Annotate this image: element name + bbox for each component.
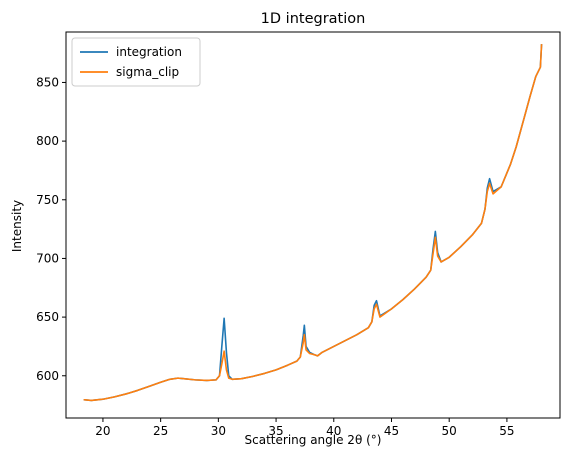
x-tick-label: 50 [442, 424, 457, 438]
y-tick-label: 700 [36, 251, 59, 265]
y-tick-label: 600 [36, 369, 59, 383]
axes-frame [65, 31, 561, 419]
y-tick-label: 800 [36, 134, 59, 148]
chart-title: 1D integration [261, 11, 366, 27]
x-tick-label: 45 [384, 424, 399, 438]
y-tick-label: 850 [36, 75, 59, 89]
x-axis-label: Scattering angle 2θ (°) [245, 433, 382, 447]
x-tick-label: 30 [211, 424, 226, 438]
x-tick-label: 40 [326, 424, 341, 438]
x-tick-label: 20 [95, 424, 110, 438]
series-line-integration [83, 44, 543, 402]
legend-box [71, 37, 201, 87]
x-axis: 20 25 30 35 40 45 50 55 [95, 418, 515, 438]
x-tick-label: 35 [268, 424, 283, 438]
y-axis: 600 650 700 750 800 850 [36, 75, 66, 383]
series-line-sigma-clip [83, 44, 543, 402]
y-tick-label: 750 [36, 193, 59, 207]
plot-area [65, 31, 561, 419]
x-tick-label: 25 [153, 424, 168, 438]
y-tick-label: 650 [36, 310, 59, 324]
legend: integration sigma_clip [71, 37, 201, 87]
legend-label: sigma_clip [116, 65, 179, 79]
legend-label: integration [116, 45, 182, 59]
x-tick-label: 55 [499, 424, 514, 438]
y-axis-label: Intensity [10, 200, 24, 252]
